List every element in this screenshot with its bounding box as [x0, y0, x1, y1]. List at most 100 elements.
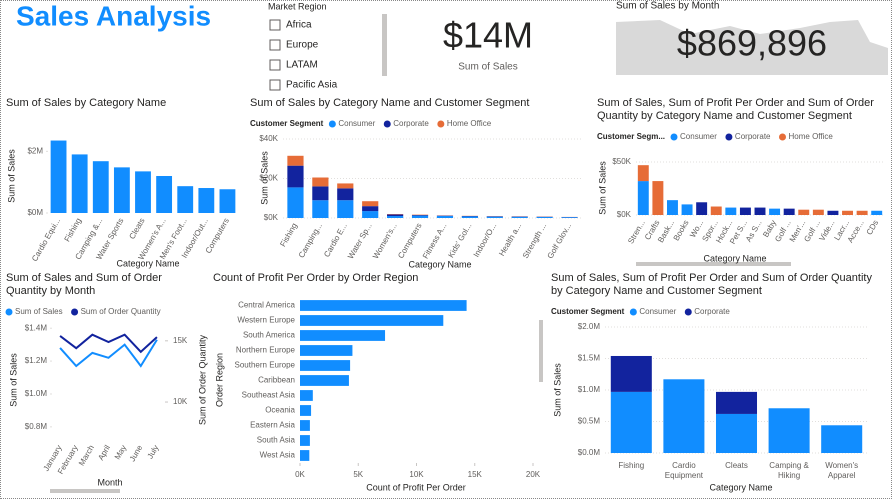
bar-segment[interactable]: [637, 181, 649, 215]
legend-label[interactable]: Corporate: [393, 119, 429, 128]
bar-segment[interactable]: [461, 216, 478, 218]
bar-segment[interactable]: [287, 165, 304, 188]
checkbox[interactable]: [269, 79, 281, 91]
bar-segment[interactable]: [842, 210, 853, 215]
bar-segment[interactable]: [486, 216, 503, 218]
x-tick-label: Fishing: [63, 217, 84, 244]
bar-segment[interactable]: [610, 355, 652, 392]
legend-label[interactable]: Consumer: [680, 132, 717, 141]
card-label: Sum of Sales: [458, 62, 517, 73]
x-tick-label: July: [146, 444, 161, 461]
legend-label[interactable]: Corporate: [735, 132, 771, 141]
bar-segment[interactable]: [783, 208, 795, 215]
bar[interactable]: [300, 315, 444, 326]
bar-segment[interactable]: [827, 210, 839, 215]
bar-segment[interactable]: [871, 210, 883, 215]
bar[interactable]: [300, 450, 310, 461]
y-tick-label: $1.4M: [25, 323, 48, 332]
bar-segment[interactable]: [725, 207, 737, 215]
bar-segment[interactable]: [337, 188, 354, 201]
line[interactable]: [59, 339, 158, 368]
bar[interactable]: [71, 154, 88, 213]
scrollbar[interactable]: [50, 489, 120, 493]
bar[interactable]: [300, 330, 386, 341]
bar[interactable]: [300, 420, 310, 431]
checkbox[interactable]: [269, 59, 281, 71]
legend-label[interactable]: Consumer: [639, 307, 676, 316]
legend-title: Customer Segment: [250, 119, 324, 128]
legend-label[interactable]: Home Office: [789, 132, 834, 141]
bar-segment[interactable]: [337, 183, 354, 189]
bar[interactable]: [300, 390, 313, 401]
slicer-option[interactable]: Europe: [286, 40, 319, 51]
bar-segment[interactable]: [696, 202, 708, 215]
y-tick-label: $0M: [27, 208, 43, 217]
legend-label[interactable]: Consumer: [338, 119, 375, 128]
bar-segment[interactable]: [387, 216, 404, 218]
bar-segment[interactable]: [715, 413, 758, 453]
checkbox[interactable]: [269, 39, 281, 51]
y-tick-label: $1.2M: [25, 356, 48, 365]
y-tick-label: $2.0M: [578, 322, 601, 331]
x-tick-label: Fishing: [278, 222, 299, 249]
bar-segment[interactable]: [754, 207, 766, 215]
bar[interactable]: [177, 186, 194, 213]
bar-segment[interactable]: [411, 215, 429, 218]
bar-segment[interactable]: [739, 207, 751, 215]
slicer-option[interactable]: Africa: [286, 20, 312, 31]
bar[interactable]: [156, 176, 173, 213]
bar-segment[interactable]: [561, 217, 578, 218]
bar-segment[interactable]: [436, 216, 454, 218]
bar-segment[interactable]: [652, 181, 664, 215]
bar-segment[interactable]: [610, 391, 652, 453]
bar-segment[interactable]: [337, 200, 354, 218]
bar-segment[interactable]: [821, 425, 863, 453]
bar-segment[interactable]: [798, 209, 810, 215]
bar-segment[interactable]: [637, 165, 649, 182]
checkbox[interactable]: [269, 19, 281, 31]
bar-segment[interactable]: [287, 155, 304, 166]
bar[interactable]: [300, 435, 310, 446]
bar-segment[interactable]: [681, 204, 693, 215]
slicer-option[interactable]: LATAM: [286, 60, 318, 71]
bar[interactable]: [50, 140, 67, 213]
bar-segment[interactable]: [812, 209, 824, 215]
slicer-option[interactable]: Pacific Asia: [286, 80, 338, 91]
bar-segment[interactable]: [312, 177, 329, 187]
bar-segment[interactable]: [511, 216, 528, 218]
scrollbar[interactable]: [539, 320, 543, 382]
bar-segment[interactable]: [411, 215, 429, 216]
bar-segment[interactable]: [312, 200, 329, 218]
bar[interactable]: [300, 360, 351, 371]
legend-label[interactable]: Sum of Sales: [15, 307, 63, 316]
bar[interactable]: [198, 188, 215, 213]
bar-segment[interactable]: [768, 408, 810, 453]
legend-label[interactable]: Sum of Order Quantity: [81, 307, 161, 316]
bar-segment[interactable]: [362, 206, 379, 212]
bar-segment[interactable]: [287, 187, 304, 218]
bar[interactable]: [219, 189, 236, 213]
bar-segment[interactable]: [536, 217, 553, 218]
bar-segment[interactable]: [715, 391, 758, 414]
bar-segment[interactable]: [362, 211, 379, 218]
bar-segment[interactable]: [856, 210, 868, 215]
bar[interactable]: [92, 161, 109, 213]
legend-label[interactable]: Home Office: [447, 119, 492, 128]
bar[interactable]: [113, 167, 130, 213]
bar[interactable]: [300, 300, 467, 311]
bar[interactable]: [135, 171, 151, 213]
line[interactable]: [59, 333, 158, 354]
bar[interactable]: [300, 375, 349, 386]
bar-segment[interactable]: [312, 186, 329, 201]
bar[interactable]: [300, 345, 353, 356]
bar-segment[interactable]: [710, 206, 722, 215]
bar-segment[interactable]: [362, 201, 379, 207]
bar[interactable]: [300, 405, 312, 416]
bar-segment[interactable]: [387, 214, 404, 217]
bar-segment[interactable]: [663, 379, 705, 453]
y-tick-label: $20K: [259, 174, 278, 183]
scrollbar[interactable]: [636, 262, 791, 266]
legend-label[interactable]: Corporate: [694, 307, 730, 316]
bar-segment[interactable]: [769, 208, 781, 215]
bar-segment[interactable]: [667, 200, 678, 215]
